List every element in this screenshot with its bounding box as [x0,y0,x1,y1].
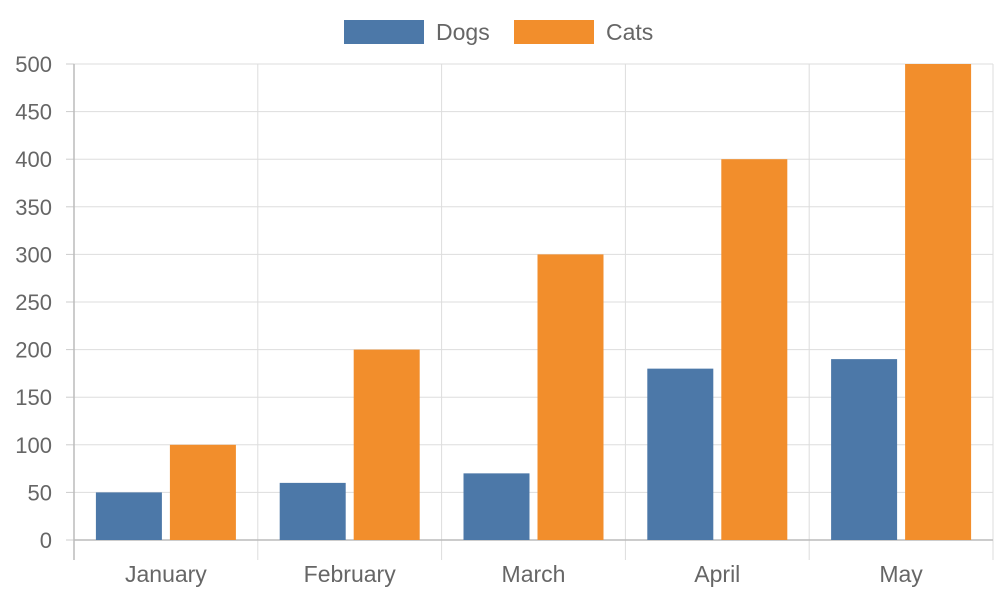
bar-dogs-march[interactable] [463,473,530,540]
legend-label-cats[interactable]: Cats [606,19,653,45]
x-tick-label: May [879,561,923,587]
x-tick-label: January [125,561,207,587]
y-tick-label: 0 [40,528,52,553]
y-tick-label: 50 [28,480,52,505]
y-tick-label: 150 [15,385,52,410]
y-tick-label: 400 [15,147,52,172]
y-axis-tick-labels: 0 50 100 150 200 250 300 350 400 450 500 [15,52,52,553]
bar-cats-april[interactable] [721,159,788,540]
y-tick-label: 100 [15,433,52,458]
y-tick-label: 250 [15,290,52,315]
y-tick-label: 200 [15,338,52,363]
y-tick-label: 300 [15,242,52,267]
legend-swatch-dogs[interactable] [344,20,424,44]
bar-cats-march[interactable] [537,254,604,540]
y-tick-label: 350 [15,195,52,220]
x-tick-label: February [304,561,397,587]
bar-dogs-may[interactable] [831,359,898,540]
bar-cats-may[interactable] [905,64,972,540]
y-tick-label: 500 [15,52,52,77]
legend-swatch-cats[interactable] [514,20,594,44]
bar-cats-february[interactable] [353,349,420,540]
bar-dogs-january[interactable] [95,492,162,540]
bars [95,64,972,540]
x-axis-tick-labels: January February March April May [125,561,923,587]
bar-dogs-february[interactable] [279,482,346,540]
grid-lines [74,63,994,560]
legend: Dogs Cats [344,19,653,45]
x-tick-label: April [694,561,740,587]
x-tick-label: March [502,561,566,587]
legend-label-dogs[interactable]: Dogs [436,19,490,45]
bar-cats-january[interactable] [169,444,236,540]
y-tick-label: 450 [15,100,52,125]
bar-dogs-april[interactable] [647,368,714,540]
